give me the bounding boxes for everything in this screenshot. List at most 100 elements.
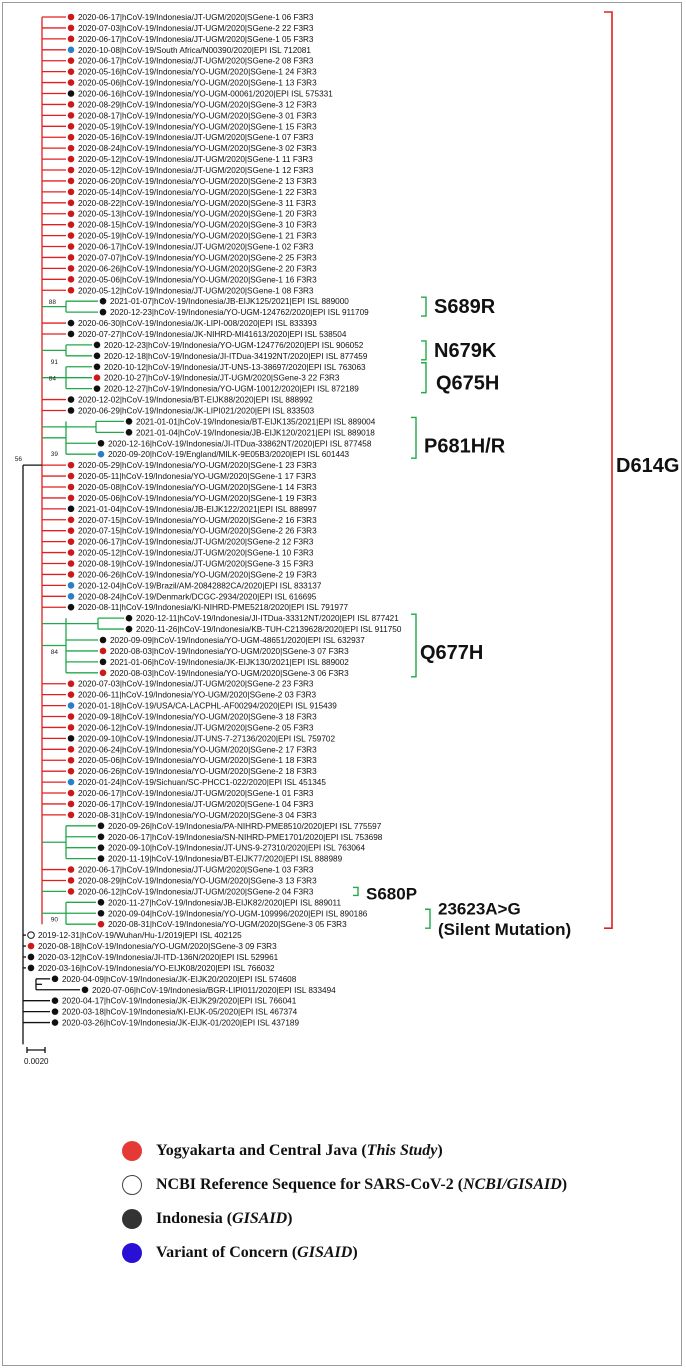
leaf-dot-indonesia	[67, 407, 75, 414]
leaf-dot-indonesia	[51, 975, 59, 983]
leaf-dot-indonesia	[27, 964, 35, 972]
leaf-label: 2020-12-23|hCoV-19/Indonesia/YO-UGM-1247…	[110, 308, 369, 317]
leaf-dot-indonesia	[67, 735, 75, 742]
mutation-label-s689r: S689R	[434, 296, 496, 318]
tree-canvas: 2020-06-17|hCoV-19/Indonesia/JT-UGM/2020…	[15, 11, 679, 1066]
leaf-dot-study	[67, 472, 75, 480]
leaf-dot-indonesia	[97, 899, 105, 906]
leaf-label: 2020-12-04|hCoV-19/Brazil/AM-20842882CA/…	[78, 581, 322, 590]
leaf-dot-indonesia	[125, 625, 133, 633]
leaf-dot-study	[67, 265, 75, 272]
leaf-label: 2020-06-20|hCoV-19/Indonesia/YO-UGM/2020…	[78, 177, 317, 186]
leaf-label: 2020-08-15|hCoV-19/Indonesia/YO-UGM/2020…	[78, 221, 317, 230]
leaf-label: 2021-01-06|hCoV-19/Indonesia/JK-EIJK130/…	[110, 658, 349, 667]
leaf-label: 2020-03-18|hCoV-19/Indonesia/KI-EIJK-05/…	[62, 1008, 298, 1017]
leaf-label: 2020-07-07|hCoV-19/Indonesia/YO-UGM/2020…	[78, 253, 317, 262]
legend-item-indonesia: Indonesia (GISAID)	[122, 1204, 642, 1234]
leaf-label: 2020-08-03|hCoV-19/Indonesia/YO-UGM/2020…	[110, 669, 349, 678]
leaf-label: 2020-12-11|hCoV-19/Indonesia/JI-ITDua-33…	[136, 614, 399, 623]
leaf-label: 2020-11-26|hCoV-19/Indonesia/KB-TUH-C213…	[136, 625, 402, 634]
leaf-label: 2020-05-16|hCoV-19/Indonesia/JT-UGM/2020…	[78, 133, 314, 142]
leaf-dot-indonesia	[97, 833, 105, 841]
leaf-dot-voc	[67, 582, 75, 589]
leaf-dot-study	[67, 756, 75, 764]
leaf-label: 2020-08-24|hCoV-19/Indonesia/YO-UGM/2020…	[78, 144, 317, 153]
leaf-label: 2020-09-09|hCoV-19/Indonesia/YO-UGM-4865…	[110, 636, 365, 645]
leaf-label: 2020-08-18|hCoV-19/Indonesia/YO-UGM/2020…	[38, 942, 277, 951]
leaf-label: 2020-11-27|hCoV-19/Indonesia/JB-EIJK82/2…	[108, 898, 342, 907]
leaf-dot-indonesia	[125, 614, 133, 622]
leaf-dot-study	[27, 942, 35, 950]
leaf-label: 2020-05-11|hCoV-19/Indonesia/YO-UGM/2020…	[78, 472, 316, 481]
leaf-label: 2020-08-11|hCoV-19/Indonesia/KI-NIHRD-PM…	[78, 603, 349, 612]
leaf-dot-indonesia	[93, 352, 101, 360]
leaf-dot-indonesia	[97, 909, 105, 917]
leaf-dot-study	[67, 724, 75, 731]
mutation-bracket-s680p	[353, 886, 359, 897]
leaf-label: 2020-05-12|hCoV-19/Indonesia/JT-UGM/2020…	[78, 286, 314, 295]
mutation-label-23623ag: 23623A>G	[438, 899, 521, 918]
leaf-dot-study	[67, 286, 75, 294]
leaf-dot-indonesia	[97, 822, 105, 830]
leaf-label: 2020-06-26|hCoV-19/Indonesia/YO-UGM/2020…	[78, 264, 317, 273]
leaf-label: 2020-05-06|hCoV-19/Indonesia/YO-UGM/2020…	[78, 79, 317, 88]
leaf-label: 2020-08-19|hCoV-19/Indonesia/JT-UGM/2020…	[78, 560, 314, 569]
leaf-dot-indonesia	[93, 385, 101, 392]
leaf-label: 2020-08-24|hCoV-19/Denmark/DCGC-2934/202…	[78, 592, 317, 601]
leaf-dot-study	[67, 177, 75, 185]
leaf-dot-study	[67, 866, 75, 873]
leaf-dot-indonesia	[27, 953, 35, 961]
leaf-dot-study	[67, 789, 75, 797]
bootstrap-value: 84	[51, 649, 59, 656]
leaf-label: 2020-06-26|hCoV-19/Indonesia/YO-UGM/2020…	[78, 570, 317, 579]
leaf-label: 2020-12-18|hCoV-19/Indonesia/JI-ITDua-34…	[104, 352, 368, 361]
leaf-dot-voc	[67, 592, 75, 600]
leaf-label: 2019-12-31|hCoV-19/Wuhan/Hu-1/2019|EPI I…	[38, 931, 242, 940]
leaf-dot-indonesia	[51, 997, 59, 1004]
leaf-label: 2021-01-04|hCoV-19/Indonesia/JB-EIJK122/…	[78, 505, 317, 514]
leaf-label: 2020-01-24|hCoV-19/Sichuan/SC-PHCC1-022/…	[78, 778, 326, 787]
leaf-dot-study	[67, 811, 75, 819]
legend-item-reference: NCBI Reference Sequence for SARS-CoV-2 (…	[122, 1170, 642, 1200]
leaf-label: 2020-09-18|hCoV-19/Indonesia/YO-UGM/2020…	[78, 713, 317, 722]
legend-label-indonesia: Indonesia (GISAID)	[156, 1210, 293, 1227]
leaf-dot-indonesia	[67, 330, 75, 338]
leaf-dot-study	[67, 133, 75, 141]
bootstrap-value: 39	[51, 451, 59, 458]
leaf-dot-study	[67, 746, 75, 753]
mutation-bracket-q677h	[411, 613, 417, 678]
leaf-label: 2020-08-31|hCoV-19/Indonesia/YO-UGM/2020…	[108, 920, 347, 929]
legend-swatch-voc	[122, 1243, 142, 1263]
leaf-label: 2020-03-26|hCoV-19/Indonesia/JK-EIJK-01/…	[62, 1019, 299, 1028]
leaf-label: 2020-06-17|hCoV-19/Indonesia/JT-UGM/2020…	[78, 243, 314, 252]
leaf-dot-indonesia	[125, 418, 133, 425]
leaf-label: 2020-12-23|hCoV-19/Indonesia/YO-UGM-1247…	[104, 341, 364, 350]
leaf-label: 2020-01-18|hCoV-19/USA/CA-LACPHL-AF00294…	[78, 702, 337, 711]
leaf-label: 2020-05-14|hCoV-19/Indonesia/YO-UGM/2020…	[78, 188, 317, 197]
leaf-dot-study	[67, 461, 75, 469]
leaf-dot-indonesia	[67, 603, 75, 611]
leaf-dot-study	[67, 35, 75, 43]
leaf-dot-study	[67, 24, 75, 32]
leaf-label: 2020-05-13|hCoV-19/Indonesia/YO-UGM/2020…	[78, 210, 317, 219]
leaf-dot-study	[67, 713, 75, 720]
leaf-dot-indonesia	[97, 439, 105, 447]
leaf-label: 2020-06-16|hCoV-19/Indonesia/YO-UGM-0006…	[78, 90, 333, 99]
leaf-label: 2020-05-08|hCoV-19/Indonesia/YO-UGM/2020…	[78, 483, 317, 492]
leaf-dot-study	[67, 877, 75, 884]
leaf-dot-study	[99, 647, 107, 655]
mutation-label-q677h: Q677H	[420, 642, 483, 664]
leaf-label: 2020-07-15|hCoV-19/Indonesia/YO-UGM/2020…	[78, 527, 317, 536]
leaf-label: 2020-09-20|hCoV-19/England/MILK-9E05B3/2…	[108, 450, 350, 459]
leaf-dot-study	[67, 571, 75, 578]
leaf-dot-study	[67, 494, 75, 502]
leaf-label: 2020-07-03|hCoV-19/Indonesia/JT-UGM/2020…	[78, 24, 314, 33]
leaf-dot-indonesia	[93, 341, 101, 349]
mutation-bracket-silent	[425, 908, 431, 929]
legend: Yogyakarta and Central Java (This Study)…	[122, 1136, 642, 1272]
legend-item-voc: Variant of Concern (GISAID)	[122, 1238, 642, 1268]
leaf-dot-indonesia	[93, 363, 101, 371]
mutation-label-n679k: N679K	[434, 340, 497, 362]
